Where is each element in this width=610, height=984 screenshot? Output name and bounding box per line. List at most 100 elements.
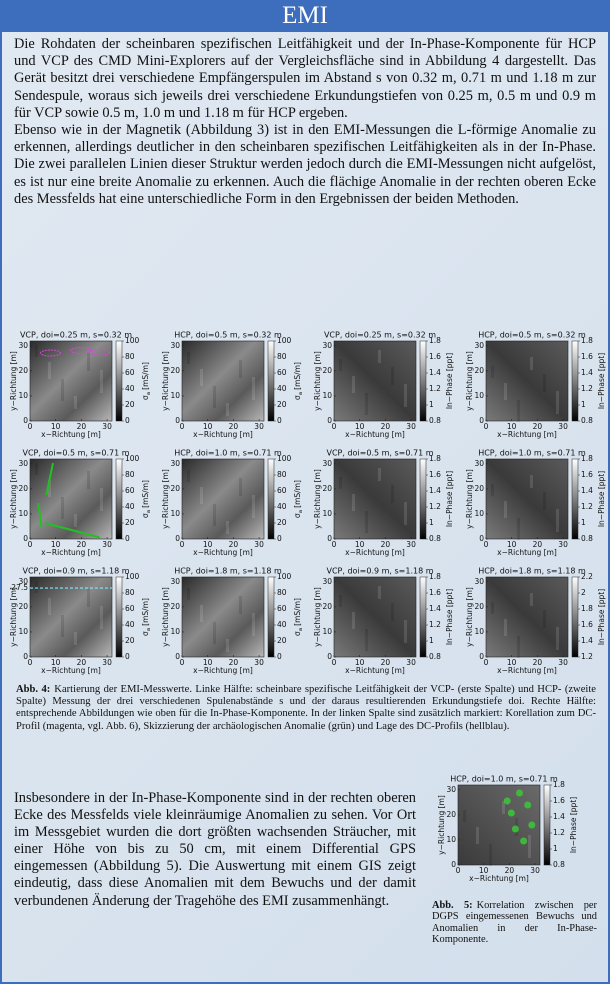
colorbar-tick-label: 1.2 <box>429 620 441 629</box>
colorbar-tick-label: 1.4 <box>581 486 593 495</box>
map-image <box>486 577 568 657</box>
y-axis-label: y−Richtung [m] <box>9 351 18 411</box>
colorbar-tick-label: 1 <box>429 400 434 409</box>
colorbar-tick-label: 1.4 <box>581 636 593 645</box>
section-text: Insbesondere in der In-Phase-Komponente … <box>14 790 416 910</box>
label-subscript: a <box>146 510 152 513</box>
x-axis-label: x−Richtung [m] <box>497 666 557 675</box>
colorbar-tick-label: 1.8 <box>581 454 593 463</box>
colorbar-label: σa[mS/m] <box>293 362 304 400</box>
colorbar-tick-label: 0.8 <box>429 534 441 543</box>
y-axis-label: y−Richtung [m] <box>161 469 170 529</box>
map-texture <box>48 598 51 615</box>
colorbar-tick-label: 1 <box>429 636 434 645</box>
x-tick-label: 30 <box>254 658 264 667</box>
map-texture <box>530 593 533 606</box>
page: EMI Die Rohdaten der scheinbaren spezifi… <box>0 0 610 984</box>
x-tick-label: 0 <box>484 422 489 431</box>
x-axis-label: x−Richtung [m] <box>41 666 101 675</box>
y-tick-label: 20 <box>474 602 484 611</box>
colorbar-tick-label: 80 <box>125 352 135 361</box>
y-axis-label: y−Richtung [m] <box>465 587 474 647</box>
panel-title: HCP, doi=0.5 m, s=0.32 m <box>478 331 586 340</box>
x-tick-label: 0 <box>28 540 33 549</box>
x-axis-label: x−Richtung [m] <box>41 430 101 439</box>
y-tick-label: 10 <box>18 627 28 636</box>
colorbar-label: In−Phase [ppt] <box>445 589 454 645</box>
map-texture <box>100 606 103 629</box>
colorbar-tick-label: 1.6 <box>581 620 593 629</box>
vegetation-marking <box>512 826 519 833</box>
x-tick-label: 30 <box>102 658 112 667</box>
y-tick-label: 10 <box>170 509 180 518</box>
x-tick-label: 30 <box>406 422 416 431</box>
map-texture <box>517 518 520 540</box>
map-texture <box>463 810 466 822</box>
map-texture <box>504 619 507 636</box>
y-axis-label: y−Richtung [m] <box>465 469 474 529</box>
map-texture <box>61 379 64 401</box>
colorbar <box>572 459 578 539</box>
x-tick-label: 0 <box>180 540 185 549</box>
colorbar-tick-label: 1.4 <box>429 486 441 495</box>
colorbar-tick-label: 1.2 <box>429 502 441 511</box>
label-unit: [mS/m] <box>141 598 150 626</box>
map-texture <box>74 632 77 645</box>
x-tick-label: 30 <box>102 540 112 549</box>
x-tick-label: 0 <box>180 422 185 431</box>
y-tick-label: 30 <box>170 459 180 468</box>
x-tick-label: 0 <box>332 422 337 431</box>
map-texture <box>517 400 520 422</box>
colorbar <box>116 459 122 539</box>
panel-title: HCP, doi=1.0 m, s=0.71 m <box>174 449 282 458</box>
colorbar-tick-label: 1.4 <box>429 604 441 613</box>
colorbar-tick-label: 60 <box>277 486 287 495</box>
colorbar-tick-label: 1.8 <box>581 604 593 613</box>
y-tick-label: 10 <box>322 627 332 636</box>
map-texture <box>339 477 342 489</box>
map-texture <box>213 504 216 526</box>
x-axis-label: x−Richtung [m] <box>497 430 557 439</box>
y-axis-label: y−Richtung [m] <box>465 351 474 411</box>
colorbar-tick-label: 100 <box>277 336 292 345</box>
x-tick-label: 0 <box>484 658 489 667</box>
y-tick-label: 0 <box>327 534 332 543</box>
map-texture <box>200 369 203 386</box>
x-tick-label: 30 <box>406 658 416 667</box>
colorbar-tick-label: 1.4 <box>553 812 565 821</box>
colorbar <box>116 341 122 421</box>
label-unit: [mS/m] <box>293 362 302 390</box>
colorbar-tick-label: 40 <box>125 502 135 511</box>
y-tick-label: 30 <box>170 341 180 350</box>
y-axis-label: y−Richtung [m] <box>161 351 170 411</box>
y-tick-label: 0 <box>451 860 456 869</box>
y-tick-label: 10 <box>322 391 332 400</box>
colorbar-tick-label: 1.8 <box>553 780 565 789</box>
map-texture <box>35 463 38 475</box>
y-tick-label: 10 <box>322 509 332 518</box>
map-texture <box>226 639 229 652</box>
y-tick-label: 30 <box>170 577 180 586</box>
map-texture <box>491 366 494 378</box>
map-texture <box>491 602 494 614</box>
colorbar-tick-label: 1 <box>581 400 586 409</box>
panel-title: HCP, doi=1.8 m, s=1.18 m <box>478 567 586 576</box>
x-tick-label: 0 <box>332 658 337 667</box>
map-texture <box>226 521 229 534</box>
x-tick-label: 30 <box>254 422 264 431</box>
colorbar-tick-label: 1.4 <box>581 368 593 377</box>
colorbar-tick-label: 1.6 <box>553 796 565 805</box>
x-axis-label: x−Richtung [m] <box>193 666 253 675</box>
colorbar-tick-label: 1.6 <box>581 352 593 361</box>
panel-title: VCP, doi=0.25 m, s=0.32 m <box>20 331 132 340</box>
map-texture <box>35 581 38 593</box>
map-texture <box>352 376 355 393</box>
map-texture <box>74 396 77 409</box>
panel-title: HCP, doi=0.5 m, s=0.32 m <box>174 331 282 340</box>
colorbar <box>116 577 122 657</box>
map-texture <box>489 844 492 866</box>
colorbar-tick-label: 1.2 <box>581 502 593 511</box>
colorbar-tick-label: 1.8 <box>581 336 593 345</box>
colorbar-tick-label: 40 <box>277 502 287 511</box>
paragraph: Die Rohdaten der scheinbaren spezifische… <box>14 36 596 122</box>
